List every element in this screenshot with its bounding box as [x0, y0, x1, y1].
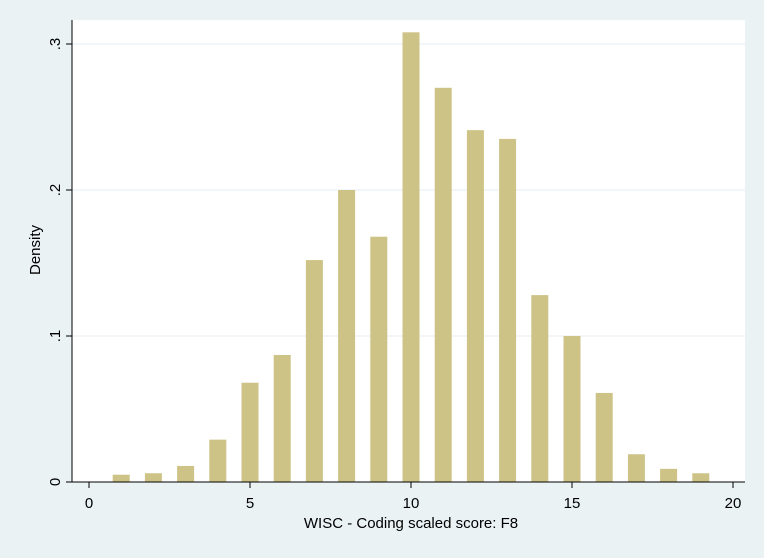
axes: 0 5 10 15 20 0 .1 .2 .3 — [47, 20, 745, 512]
bar — [338, 190, 356, 482]
bar — [209, 439, 227, 482]
bar — [466, 130, 484, 482]
y-tick-label: .1 — [47, 330, 64, 343]
bar — [595, 392, 613, 482]
bar — [499, 138, 517, 482]
x-tick-label: 10 — [403, 495, 420, 512]
y-tick-label: .3 — [47, 38, 64, 51]
y-axis-title: Density — [27, 224, 44, 275]
y-tick-label: 0 — [47, 478, 64, 486]
y-tick-label: .2 — [47, 184, 64, 197]
bar — [660, 468, 678, 482]
bar — [241, 382, 259, 482]
x-axis-title: WISC - Coding scaled score: F8 — [304, 515, 518, 532]
bar — [434, 87, 452, 483]
bars — [112, 32, 710, 483]
bar — [563, 336, 581, 482]
bar — [144, 473, 162, 482]
bar — [627, 454, 645, 482]
x-tick-label: 15 — [564, 495, 581, 512]
x-tick-label: 5 — [246, 495, 254, 512]
bar — [531, 295, 549, 482]
x-tick-label: 20 — [725, 495, 742, 512]
bar — [177, 465, 195, 482]
bar — [692, 473, 710, 482]
bar — [112, 474, 130, 482]
bar — [305, 260, 323, 482]
bar — [273, 354, 291, 482]
bar — [370, 236, 388, 482]
bar — [402, 32, 420, 482]
x-tick-label: 0 — [85, 495, 93, 512]
